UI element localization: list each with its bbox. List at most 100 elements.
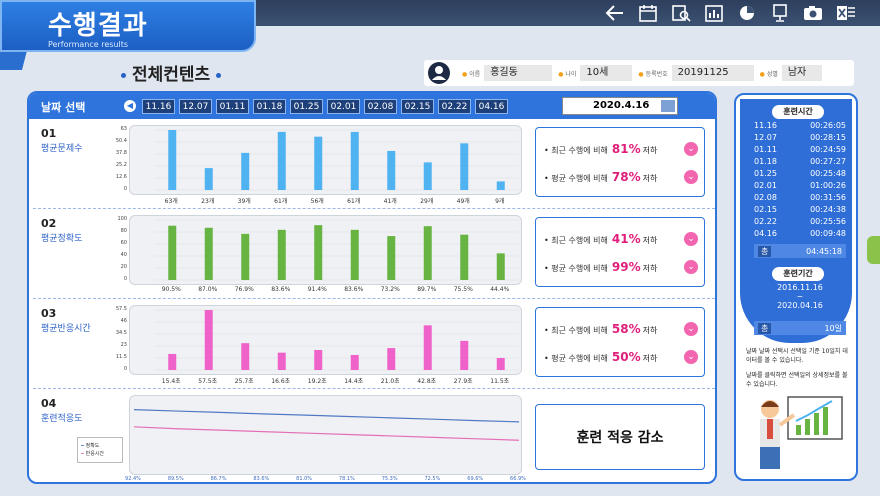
- line-value-label: 78.1%: [338, 476, 355, 482]
- date-button[interactable]: 12.07: [179, 99, 212, 114]
- training-log-row: 02.01 01:00:26: [754, 181, 846, 190]
- y-tick-label: 0: [123, 186, 127, 192]
- search-report-icon[interactable]: [670, 3, 692, 23]
- comparison-direction: 저하: [642, 326, 658, 335]
- pie-chart-icon[interactable]: [736, 3, 758, 23]
- log-time: 00:31:56: [810, 193, 846, 202]
- bar-value-label: 90.5%: [161, 286, 181, 293]
- date-button[interactable]: 01.11: [216, 99, 249, 114]
- line-value-label: 72.5%: [424, 476, 441, 482]
- metric-row: 04 훈련적응도 ━ 정확도 ━ 반응시간 92.4%39.5초 89.5%38.3초 86…: [29, 391, 715, 482]
- training-log-row: 12.07 00:28:15: [754, 133, 846, 142]
- log-date: 01.25: [754, 169, 777, 178]
- line-value-label: 34.7초: [334, 482, 360, 484]
- bar-value-label: 89.7%: [417, 286, 437, 293]
- camera-icon[interactable]: [802, 3, 824, 23]
- training-time-total: 총 04:45:18: [754, 244, 846, 258]
- metric-row: 01 평균문제수 63개 23개 39개 61개 56개 61개 41개 29개 49개 9개 63 50…: [29, 121, 715, 209]
- metric-row: 02 평균정확도 90.5% 87.0% 76.9% 83.6% 91.4% 83.6% 73.…: [29, 211, 715, 299]
- results-panel: 날짜 선택 ◀ 11.16 12.07 01.11 01.18 01.25 02.01 02…: [27, 91, 717, 484]
- line-value-label: 89.5%: [167, 476, 184, 482]
- log-time: 00:26:05: [810, 121, 846, 130]
- metric-chart: [129, 125, 522, 195]
- date-picker[interactable]: 2020.4.16: [562, 97, 678, 115]
- bar: [204, 227, 213, 280]
- metric-title: 평균정확도: [41, 234, 83, 244]
- date-selector-label: 날짜 선택: [41, 101, 86, 114]
- y-tick-label: 20: [120, 264, 127, 270]
- training-log-row: 01.11 00:24:59: [754, 145, 846, 154]
- line-value-label: 33.8초: [377, 482, 403, 484]
- calendar-icon[interactable]: [661, 100, 675, 112]
- y-tick-label: 12.6: [115, 174, 127, 180]
- comparison-line: • 최근 수행에 비해 41% 저하: [544, 232, 658, 246]
- bar-value-label: 49개: [456, 198, 470, 205]
- date-button[interactable]: 02.01: [327, 99, 360, 114]
- date-button[interactable]: 02.15: [401, 99, 434, 114]
- period-start: 2016.11.16: [777, 283, 823, 292]
- training-log-row: 01.18 00:27:27: [754, 157, 846, 166]
- bar-value-label: 91.4%: [307, 286, 327, 293]
- bar: [423, 325, 432, 370]
- line-value-label: 35.6초: [291, 482, 317, 484]
- date-button[interactable]: 02.08: [364, 99, 397, 114]
- excel-icon[interactable]: [835, 3, 857, 23]
- bar-value-label: 11.5초: [490, 378, 510, 385]
- date-button[interactable]: 11.16: [142, 99, 175, 114]
- calendar-icon[interactable]: [637, 3, 659, 23]
- back-arrow-icon[interactable]: [604, 3, 626, 23]
- y-tick-label: 46: [120, 318, 127, 324]
- metric-chart: [129, 305, 522, 375]
- bar: [204, 168, 213, 190]
- prev-dates-button[interactable]: ◀: [124, 100, 136, 112]
- bar-chart-icon[interactable]: [703, 3, 725, 23]
- side-panel: 훈련시간 11.16 00:26:05 12.07 00:28:15 01.11 00:2…: [734, 93, 858, 481]
- date-button[interactable]: 02.22: [438, 99, 471, 114]
- y-tick-label: 0: [123, 366, 127, 372]
- bar-value-label: 83.6%: [344, 286, 364, 293]
- comparison-percent: 58%: [611, 322, 641, 336]
- y-tick-label: 40: [120, 252, 127, 258]
- date-button[interactable]: 01.25: [290, 99, 323, 114]
- bar-value-label: 57.5초: [198, 378, 218, 385]
- date-selector: 날짜 선택 ◀ 11.16 12.07 01.11 01.18 01.25 02.01 02…: [29, 93, 715, 119]
- comparison-direction: 저하: [642, 146, 658, 155]
- comparison-box: • 최근 수행에 비해 58% 저하 ⌄ • 평균 수행에 비해 50% 저하 ⌄: [535, 307, 705, 377]
- legend-label: 정확도: [85, 443, 100, 449]
- bar: [168, 353, 177, 370]
- metric-title: 훈련적응도: [41, 414, 83, 424]
- period-sep: ~: [796, 292, 804, 301]
- line-value-label: 32.0초: [462, 482, 488, 484]
- line-value-label: 69.6%: [467, 476, 484, 482]
- log-date: 02.08: [754, 193, 777, 202]
- user-info-bar: 이름 홍길동 나이 10세 등록번호 20191125 성별 남자: [424, 60, 854, 86]
- sex-label: 성별: [760, 69, 778, 78]
- date-button[interactable]: 01.18: [253, 99, 286, 114]
- reg-field: 20191125: [671, 65, 754, 81]
- presenter-illustration: [760, 396, 843, 469]
- metric-number: 01: [41, 127, 57, 140]
- line-value-label: 36.5초: [248, 482, 274, 484]
- date-button[interactable]: 04.16: [475, 99, 508, 114]
- bar-value-label: 83.6%: [271, 286, 291, 293]
- comparison-percent: 81%: [611, 142, 641, 156]
- bar-value-label: 29개: [420, 198, 434, 205]
- legend-item: ━ 정확도: [81, 443, 100, 449]
- row-divider: [33, 388, 715, 389]
- right-drawer-handle[interactable]: [867, 236, 880, 264]
- y-tick-label: 11.5: [115, 354, 127, 360]
- metric-number: 04: [41, 397, 57, 410]
- metric-chart: [129, 395, 522, 475]
- line-value-label: 83.6%: [253, 476, 270, 482]
- comparison-text: 평균 수행에 비해: [551, 174, 608, 183]
- bar-value-label: 39개: [237, 198, 251, 205]
- comparison-direction: 저하: [642, 236, 658, 245]
- help-note-1: 날짜 날짜 선택시 선택일 기준 10일치 데이터를 볼 수 있습니다.: [746, 348, 848, 364]
- line-value-label: 75.3%: [381, 476, 398, 482]
- monitor-icon[interactable]: [769, 3, 791, 23]
- log-date: 02.01: [754, 181, 777, 190]
- y-tick-label: 60: [120, 240, 127, 246]
- log-time: 00:24:59: [810, 145, 846, 154]
- bar-value-label: 61개: [347, 198, 361, 205]
- log-date: 04.16: [754, 229, 777, 238]
